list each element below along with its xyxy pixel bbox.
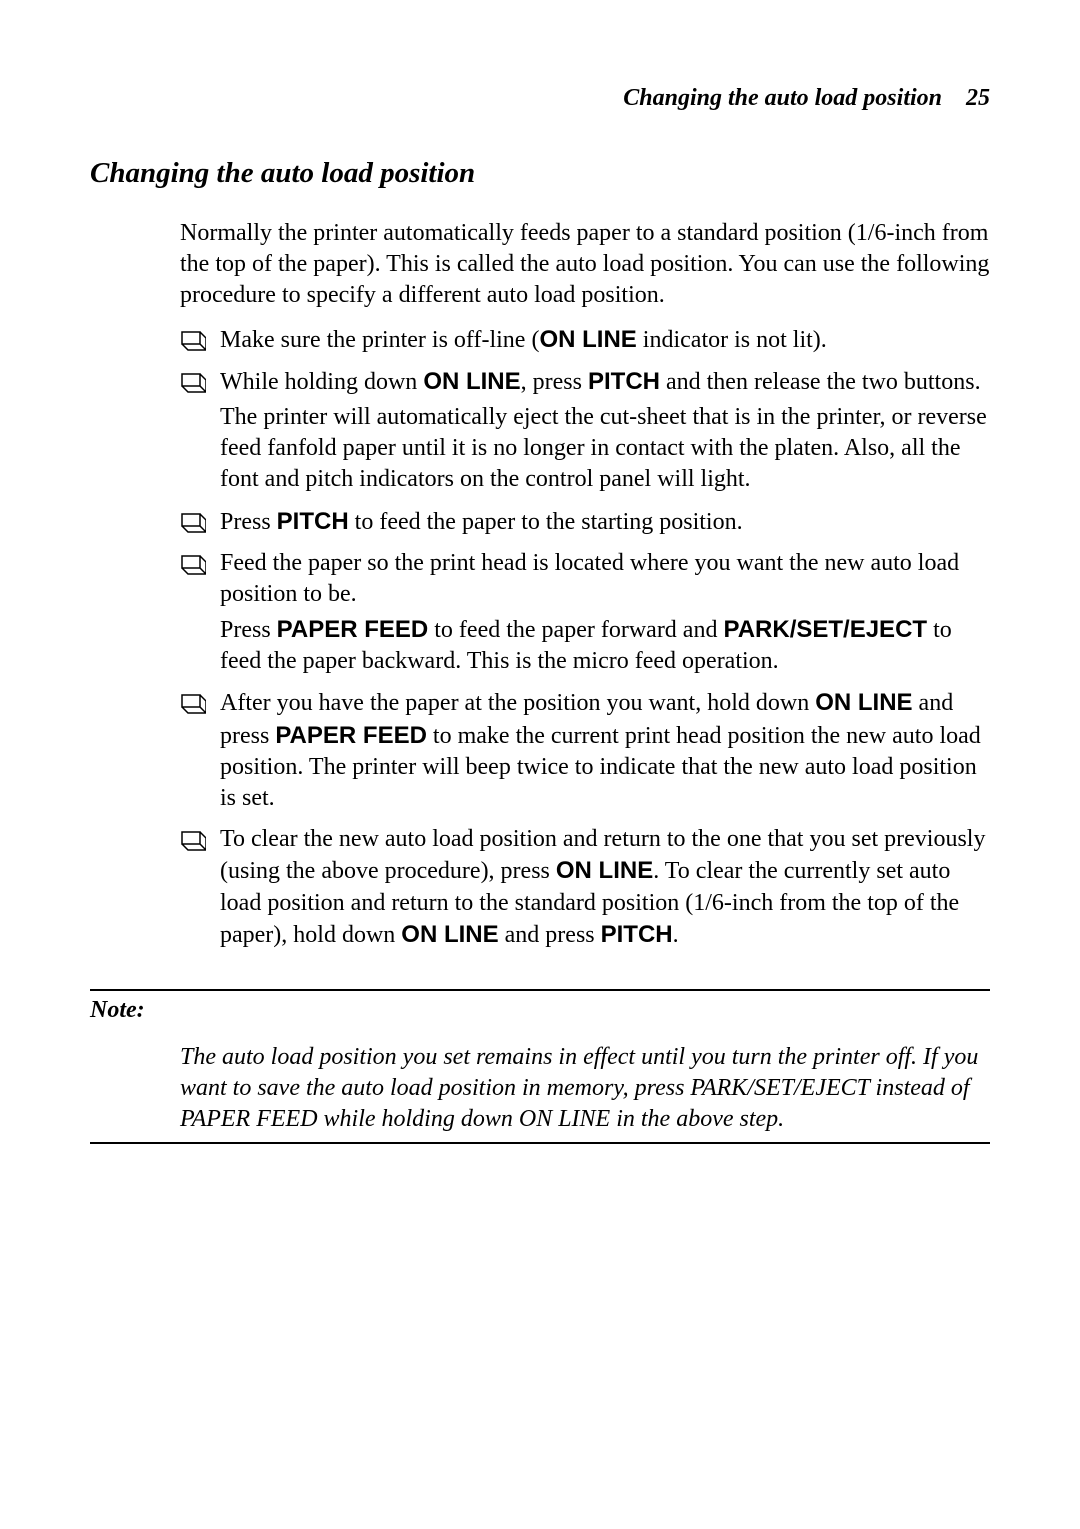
bullet-item: To clear the new auto load position and … <box>180 824 990 951</box>
bullet-text: Press PITCH to feed the paper to the sta… <box>220 506 990 538</box>
bullet-content: While holding down ON LINE, press PITCH … <box>220 366 990 496</box>
note-divider-bottom <box>90 1142 990 1144</box>
bullet-content: After you have the paper at the position… <box>220 687 990 814</box>
section-title: Changing the auto load position <box>90 157 990 190</box>
page-number: 25 <box>966 85 990 111</box>
header-title: Changing the auto load position <box>623 85 942 111</box>
bullet-icon <box>180 330 206 352</box>
note-section: Note: The auto load position you set rem… <box>90 989 990 1144</box>
note-label: Note: <box>90 997 990 1024</box>
bullet-item: While holding down ON LINE, press PITCH … <box>180 366 990 496</box>
bullet-item: Make sure the printer is off-line (ON LI… <box>180 324 990 356</box>
bullet-content: Press PITCH to feed the paper to the sta… <box>220 506 990 538</box>
note-text: The auto load position you set remains i… <box>180 1042 990 1136</box>
bullets-container: Make sure the printer is off-line (ON LI… <box>90 324 990 951</box>
bullet-subtext: Press PAPER FEED to feed the paper forwa… <box>220 614 990 677</box>
note-divider-top <box>90 989 990 991</box>
bullet-icon <box>180 693 206 715</box>
bullet-item: Feed the paper so the print head is loca… <box>180 548 990 678</box>
bullet-item: After you have the paper at the position… <box>180 687 990 814</box>
bullet-icon <box>180 512 206 534</box>
intro-text: Normally the printer automatically feeds… <box>180 218 990 312</box>
bullet-text: To clear the new auto load position and … <box>220 824 990 951</box>
bullet-text: Make sure the printer is off-line (ON LI… <box>220 324 990 356</box>
bullet-text: Feed the paper so the print head is loca… <box>220 548 990 610</box>
bullet-subtext: The printer will automatically eject the… <box>220 402 990 496</box>
bullet-content: Feed the paper so the print head is loca… <box>220 548 990 678</box>
bullet-icon <box>180 372 206 394</box>
bullet-content: To clear the new auto load position and … <box>220 824 990 951</box>
bullet-text: After you have the paper at the position… <box>220 687 990 814</box>
bullet-icon <box>180 830 206 852</box>
bullet-item: Press PITCH to feed the paper to the sta… <box>180 506 990 538</box>
bullet-text: While holding down ON LINE, press PITCH … <box>220 366 990 398</box>
page-header: Changing the auto load position 25 <box>90 85 990 112</box>
bullet-content: Make sure the printer is off-line (ON LI… <box>220 324 990 356</box>
bullet-icon <box>180 554 206 576</box>
